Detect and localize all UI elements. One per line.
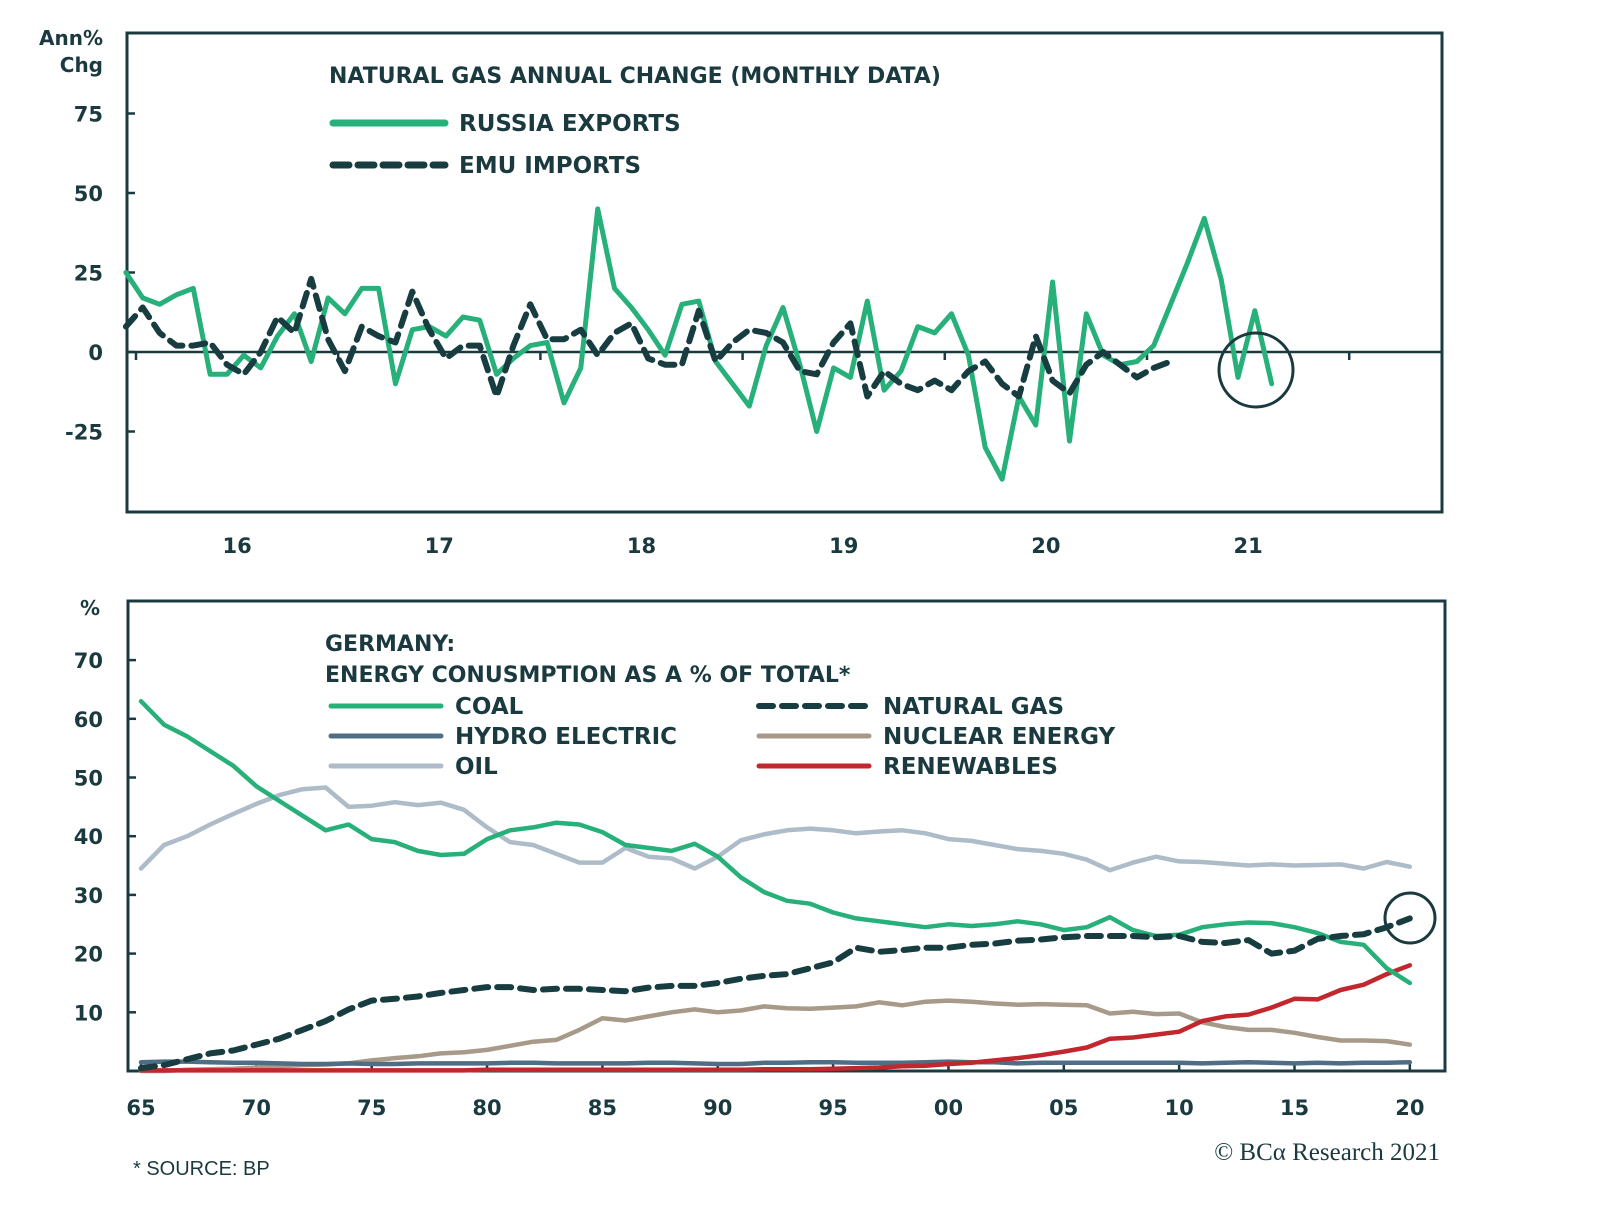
top-x-tick-label: 18	[627, 534, 656, 558]
bottom-x-tick-label: 15	[1280, 1096, 1309, 1120]
series-line-renewables	[138, 963, 1413, 1073]
bottom-x-tick-label: 85	[588, 1096, 617, 1120]
top-x-tick-label: 20	[1031, 534, 1060, 558]
bottom-y-tick-label: 30	[74, 884, 103, 908]
bottom-x-axis: 65 70 75 80 85 90 95 00 05 10 15 20	[126, 1063, 1424, 1120]
bottom-x-tick-label: 70	[242, 1096, 271, 1120]
legend-label-emu-imports: EMU IMPORTS	[459, 153, 641, 179]
bottom-y-tick-label: 60	[74, 708, 103, 732]
source-footnote: * SOURCE: BP	[133, 1158, 270, 1180]
top-y-tick-label: 75	[74, 103, 103, 127]
bottom-x-tick-label: 95	[818, 1096, 847, 1120]
top-plot-frame	[125, 31, 1444, 514]
top-x-axis: 16 17 18 19 20 21	[134, 352, 1351, 558]
top-x-tick-label: 17	[425, 534, 454, 558]
legend-label-coal: COAL	[455, 694, 524, 720]
top-series-group	[122, 206, 1275, 482]
bottom-legend: COAL HYDRO ELECTRIC OIL NATURAL GAS NUCLEAR …	[328, 694, 1115, 780]
bottom-highlight-circle	[1383, 891, 1437, 945]
legend-label-hydro-electric: HYDRO ELECTRIC	[455, 724, 677, 750]
bottom-y-tick-label: 20	[74, 943, 103, 967]
top-y-unit-line1: Ann%	[39, 26, 103, 50]
bottom-y-tick-label: 10	[74, 1001, 103, 1025]
top-y-axis: 75 50 25 0 -25	[65, 103, 135, 445]
series-line-nuclear-energy	[138, 998, 1413, 1074]
series-line-oil	[138, 785, 1413, 873]
bottom-x-tick-label: 75	[357, 1096, 386, 1120]
top-x-tick-label: 16	[222, 534, 251, 558]
top-x-tick-label: 19	[829, 534, 858, 558]
top-chart: Ann% Chg 75 50 25 0 -25 16 17 18 19 20 21 NATURAL…	[39, 26, 1444, 558]
top-chart-title: NATURAL GAS ANNUAL CHANGE (MONTHLY DATA)	[329, 64, 941, 89]
top-y-tick-label: 0	[88, 341, 103, 365]
legend-label-renewables: RENEWABLES	[883, 754, 1058, 780]
bottom-chart-title-line2: ENERGY CONUSMPTION AS A % OF TOTAL*	[325, 663, 851, 688]
series-line-emu-imports	[122, 275, 1174, 400]
top-highlight-circle	[1217, 331, 1295, 409]
bottom-x-tick-label: 00	[934, 1096, 963, 1120]
bottom-x-tick-label: 80	[472, 1096, 501, 1120]
legend-label-russia-exports: RUSSIA EXPORTS	[459, 111, 681, 137]
copyright-credit: © BCα Research 2021	[1214, 1139, 1440, 1166]
series-line-hydro-electric	[138, 1059, 1413, 1067]
top-y-unit-line2: Chg	[60, 53, 103, 77]
legend-label-nuclear-energy: NUCLEAR ENERGY	[883, 724, 1115, 750]
bottom-y-tick-label: 40	[74, 825, 103, 849]
bottom-x-tick-label: 65	[126, 1096, 155, 1120]
series-line-natural-gas	[138, 915, 1413, 1072]
top-y-tick-label: -25	[65, 421, 103, 445]
top-x-tick-label: 21	[1233, 534, 1262, 558]
series-line-coal	[138, 698, 1413, 986]
bottom-y-tick-label: 70	[74, 649, 103, 673]
legend-label-oil: OIL	[455, 754, 498, 780]
bottom-chart-title-line1: GERMANY:	[325, 632, 455, 657]
top-y-tick-label: 50	[74, 182, 103, 206]
bottom-y-unit: %	[80, 596, 100, 620]
bottom-x-tick-label: 05	[1049, 1096, 1078, 1120]
bottom-y-axis: 70 60 50 40 30 20 10	[74, 649, 136, 1025]
bottom-x-tick-label: 10	[1165, 1096, 1194, 1120]
bottom-x-tick-label: 90	[703, 1096, 732, 1120]
bottom-x-tick-label: 20	[1395, 1096, 1424, 1120]
bottom-y-tick-label: 50	[74, 767, 103, 791]
legend-label-natural-gas: NATURAL GAS	[883, 694, 1064, 720]
series-line-russia-exports	[123, 206, 1275, 482]
top-y-tick-label: 25	[74, 262, 103, 286]
bottom-chart: % 70 60 50 40 30 20 10 65 70 75 80 85 90 95 00 05 10 15 2…	[74, 596, 1447, 1120]
bottom-series-group	[138, 698, 1413, 1074]
